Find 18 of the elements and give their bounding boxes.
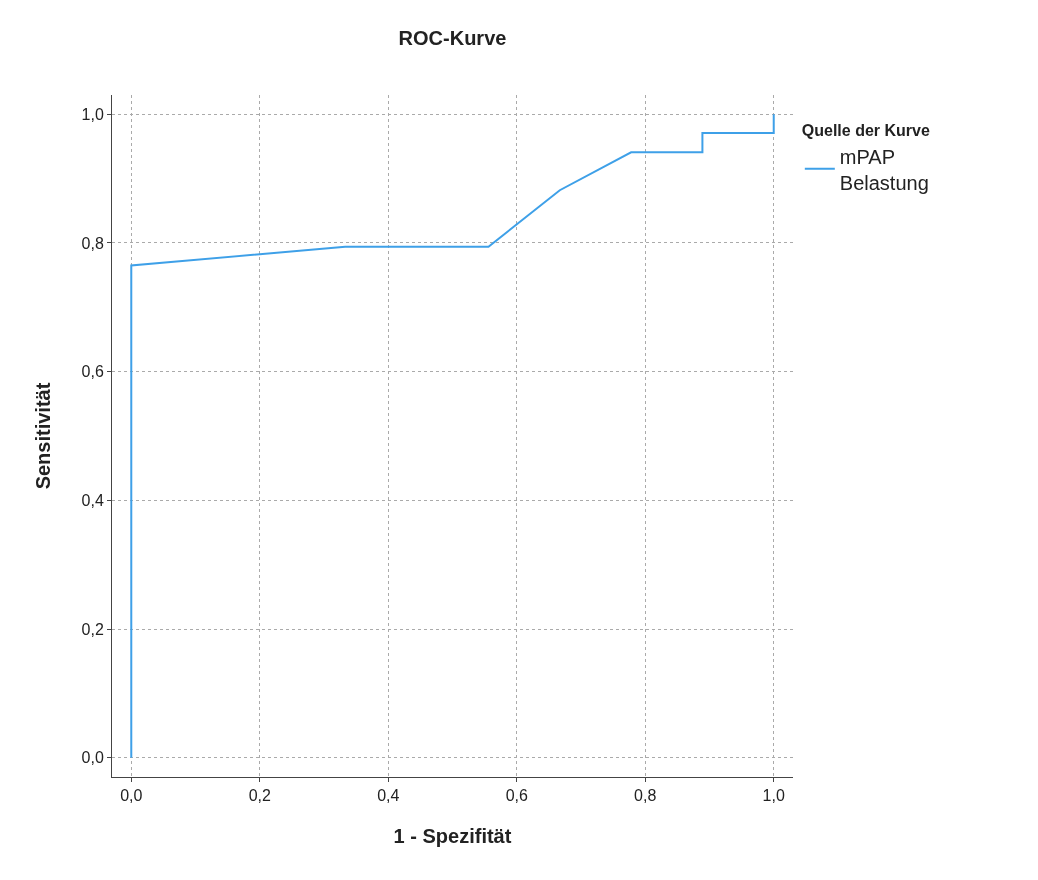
x-tick-label: 1,0 bbox=[762, 787, 785, 805]
x-axis-title: 1 - Spezifität bbox=[393, 824, 512, 847]
y-tick-label: 0,8 bbox=[81, 234, 104, 252]
legend-label: mPAP Belastung bbox=[839, 145, 929, 194]
chart-title: ROC-Kurve bbox=[398, 26, 507, 49]
x-tick-label: 0,2 bbox=[248, 787, 271, 805]
y-tick-label: 1,0 bbox=[81, 105, 104, 123]
y-tick-label: 0,4 bbox=[81, 491, 104, 509]
x-tick-label: 0,0 bbox=[120, 787, 143, 805]
x-tick-label: 0,4 bbox=[377, 787, 400, 805]
y-tick-label: 0,6 bbox=[81, 363, 104, 381]
legend-title: Quelle der Kurve bbox=[801, 122, 930, 140]
x-tick-label: 0,6 bbox=[505, 787, 528, 805]
x-tick-label: 0,8 bbox=[634, 787, 657, 805]
y-tick-label: 0,2 bbox=[81, 620, 104, 638]
y-axis-title: Sensitivität bbox=[32, 382, 55, 490]
line-series bbox=[130, 113, 775, 759]
y-tick-label: 0,0 bbox=[81, 749, 104, 767]
